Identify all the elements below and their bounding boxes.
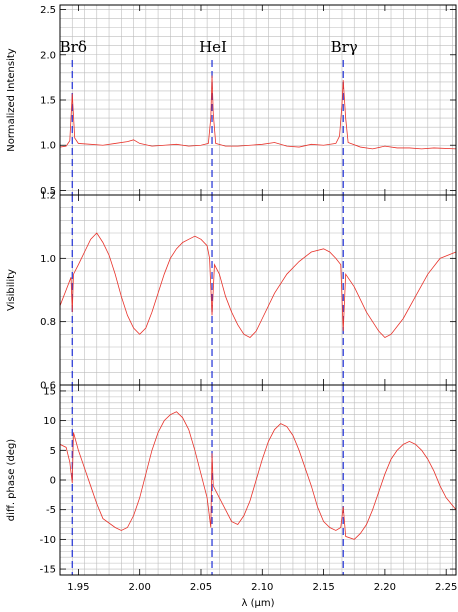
- y-tick-label: 1.0: [40, 254, 56, 265]
- x-tick-label: 2.20: [374, 582, 396, 593]
- x-tick-label: 2.00: [129, 582, 151, 593]
- spectral-line-label: HeI: [199, 38, 227, 56]
- x-tick-label: 2.05: [190, 582, 212, 593]
- y-tick-label: 2.0: [40, 50, 56, 61]
- y-tick-label: 0.6: [40, 381, 56, 392]
- y-tick-label: 1.2: [40, 191, 56, 202]
- data-line-intensity: [59, 75, 457, 150]
- y-tick-label: 0.8: [40, 317, 56, 328]
- x-tick-label: 2.15: [312, 582, 334, 593]
- y-tick-label: 1.0: [40, 141, 56, 152]
- y-axis-title: Visibility: [6, 269, 17, 311]
- y-tick-label: 1.5: [40, 96, 56, 107]
- y-axis-title: diff. phase (deg): [6, 439, 17, 521]
- x-tick-label: 2.10: [251, 582, 273, 593]
- spectral-line-label: Brγ: [331, 38, 358, 56]
- data-line-visibility: [59, 232, 457, 338]
- x-tick-label: 2.25: [435, 582, 457, 593]
- y-tick-label: 2.5: [40, 5, 56, 16]
- y-tick-label: 0.5: [40, 186, 56, 197]
- data-line-phase: [59, 411, 457, 540]
- spectral-line-label: Brδ: [60, 38, 87, 56]
- y-tick-label: -10: [40, 535, 56, 546]
- y-tick-label: 15: [43, 386, 56, 397]
- x-tick-label: 1.95: [67, 582, 89, 593]
- x-axis-title: λ (μm): [241, 598, 274, 609]
- y-tick-label: 10: [43, 416, 56, 427]
- y-tick-label: -15: [40, 565, 56, 576]
- y-axis-title: Normalized Intensity: [6, 48, 17, 151]
- y-tick-label: -5: [46, 505, 56, 516]
- y-tick-label: 0: [50, 476, 56, 487]
- y-tick-label: 5: [50, 446, 56, 457]
- plot-frame: [59, 384, 457, 576]
